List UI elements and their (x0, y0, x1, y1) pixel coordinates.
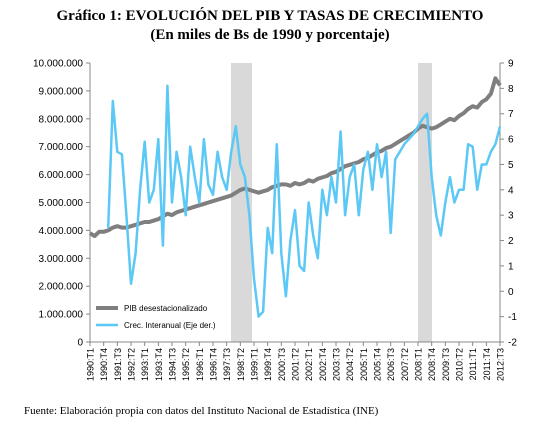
x-tick-label: 2007:T2 (400, 348, 410, 381)
x-tick-label: 2000:T3 (277, 348, 287, 381)
x-tick-label: 1991:T3 (113, 348, 123, 381)
y-tick-label: 6.000.000 (39, 170, 84, 181)
x-tick-label: 1999:T4 (263, 348, 273, 381)
y-tick-label: 3.000.000 (39, 254, 84, 265)
y-tick-label: 9.000.000 (39, 86, 84, 97)
y-tick-label: 10.000.000 (33, 59, 83, 70)
x-tick-label: 2012:T3 (496, 348, 506, 381)
series-line (106, 84, 502, 318)
x-tick-label: 1998:T2 (236, 348, 246, 381)
x-tick-label: 1996:T4 (209, 348, 219, 381)
y2-tick-label: 4 (508, 185, 514, 196)
footnote: Fuente: Elaboración propia con datos del… (24, 405, 379, 417)
x-tick-label: 2008:T1 (414, 348, 424, 381)
x-tick-label: 2005:T4 (373, 348, 383, 381)
y2-tick-label: -1 (508, 312, 517, 323)
x-tick-label: 1993:T4 (154, 348, 164, 381)
y2-tick-label: 0 (508, 287, 514, 298)
x-tick-label: 2003:T3 (332, 348, 342, 381)
y-tick-label: 4.000.000 (39, 226, 84, 237)
x-tick-label: 2006:T3 (386, 348, 396, 381)
y2-tick-label: 2 (508, 236, 514, 247)
y-tick-label: 1.000.000 (39, 310, 84, 321)
y-tick-label: 5.000.000 (39, 198, 84, 209)
x-tick-label: 2010:T2 (455, 348, 465, 381)
y-tick-label: 2.000.000 (39, 282, 84, 293)
x-tick-label: 1997:T3 (222, 348, 232, 381)
y2-tick-label: 7 (508, 109, 514, 120)
x-tick-label: 1990:T4 (99, 348, 109, 381)
chart-title: Gráfico 1: EVOLUCIÓN DEL PIB Y TASAS DE … (57, 7, 484, 24)
series-line (88, 76, 502, 238)
y2-tick-label: 9 (508, 59, 514, 70)
x-tick-label: 1996:T1 (195, 348, 205, 381)
y2-tick-label: 3 (508, 211, 514, 222)
y2-tick-label: 8 (508, 84, 514, 95)
legend-label: PIB desestacionalizado (124, 304, 208, 313)
x-tick-label: 1995:T2 (181, 348, 191, 381)
x-tick-label: 2004:T2 (345, 348, 355, 381)
x-tick-label: 2011:T1 (468, 348, 478, 380)
y-tick-label: 7.000.000 (39, 142, 84, 153)
x-tick-label: 2001:T2 (291, 348, 301, 381)
y-tick-label: 8.000.000 (39, 114, 84, 125)
shaded-period (418, 63, 432, 342)
legend-label: Crec. Interanual (Eje der.) (124, 321, 216, 330)
x-tick-label: 2005:T1 (359, 348, 369, 381)
x-tick-label: 1992:T2 (127, 348, 137, 381)
y2-tick-label: 5 (508, 160, 514, 171)
x-tick-label: 1999:T1 (250, 348, 260, 381)
x-tick-label: 1993:T1 (140, 348, 150, 381)
x-tick-label: 2002:T1 (304, 348, 314, 381)
x-tick-label: 1994:T3 (168, 348, 178, 381)
x-tick-label: 2008:T4 (427, 348, 437, 381)
x-tick-label: 1990:T1 (86, 348, 96, 381)
y2-tick-label: -2 (508, 338, 517, 349)
y2-tick-label: 1 (508, 261, 514, 272)
y2-tick-label: 6 (508, 135, 514, 146)
x-tick-label: 2002:T4 (318, 348, 328, 381)
x-tick-label: 2009:T3 (441, 348, 451, 381)
chart-subtitle: (En miles de Bs de 1990 y porcentaje) (150, 27, 389, 43)
y-tick-label: 0 (77, 338, 83, 349)
x-tick-label: 2011:T4 (482, 348, 492, 380)
